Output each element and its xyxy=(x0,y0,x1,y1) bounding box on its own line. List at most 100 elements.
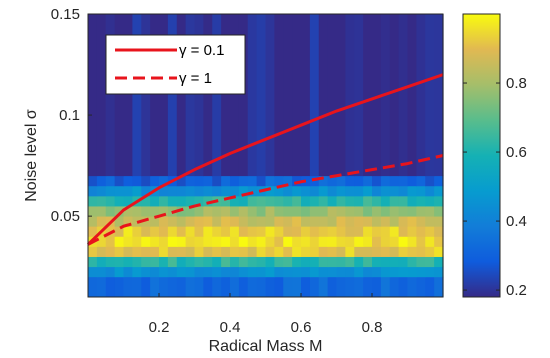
heatmap-cell xyxy=(425,246,435,257)
heatmap-cell xyxy=(327,266,338,278)
heatmap-cell xyxy=(309,216,320,227)
heatmap-cell xyxy=(123,206,133,217)
heatmap-cell xyxy=(238,226,249,237)
heatmap-cell xyxy=(407,185,417,197)
heatmap-cell xyxy=(345,246,355,257)
heatmap-cell xyxy=(141,236,151,247)
heatmap-cell xyxy=(301,206,311,217)
heatmap-cell xyxy=(389,266,400,278)
legend-entry-gamma-0-1: γ = 0.1 xyxy=(179,42,224,59)
colorbar-tick-label: 0.4 xyxy=(506,213,527,230)
heatmap-cell xyxy=(247,175,258,187)
legend: γ = 0.1 γ = 1 xyxy=(105,34,246,95)
heatmap-cell xyxy=(434,185,444,197)
heatmap-cell xyxy=(203,14,213,177)
heatmap-cell xyxy=(380,236,391,247)
heatmap-cell xyxy=(114,195,125,207)
heatmap-cell xyxy=(380,206,391,217)
heatmap-cell xyxy=(336,246,346,257)
heatmap-cell xyxy=(105,266,116,278)
heatmap-cell xyxy=(96,206,107,217)
heatmap-cell xyxy=(150,175,160,187)
heatmap-cell xyxy=(336,266,346,278)
heatmap-cell xyxy=(265,266,275,278)
heatmap-cell xyxy=(96,236,107,247)
heatmap-cell xyxy=(167,246,178,257)
heatmap-cell xyxy=(407,256,417,268)
heatmap-cell xyxy=(221,226,231,237)
heatmap-cell xyxy=(123,236,133,247)
heatmap-cell xyxy=(150,206,160,217)
heatmap-cell xyxy=(212,276,222,298)
heatmap-cell xyxy=(185,276,196,298)
heatmap-cell xyxy=(265,175,275,187)
heatmap-cell xyxy=(123,246,133,257)
heatmap-cell xyxy=(114,14,125,177)
heatmap-cell xyxy=(221,266,231,278)
heatmap-cell xyxy=(194,206,204,217)
heatmap-cell xyxy=(292,236,302,247)
heatmap-cell xyxy=(167,256,178,268)
heatmap-cell xyxy=(159,195,169,207)
heatmap-cell xyxy=(105,246,116,257)
heatmap-cell xyxy=(309,256,320,268)
heatmap-cell xyxy=(185,14,196,177)
heatmap-cell xyxy=(230,175,240,187)
heatmap-cell xyxy=(345,276,355,298)
heatmap-cell xyxy=(238,216,249,227)
heatmap-cell xyxy=(238,276,249,298)
heatmap-cell xyxy=(256,246,267,257)
heatmap-cell xyxy=(167,195,178,207)
heatmap-cell xyxy=(327,206,338,217)
heatmap-cell xyxy=(203,185,213,197)
heatmap-cell xyxy=(185,195,196,207)
heatmap-cell xyxy=(141,256,151,268)
heatmap-cell xyxy=(230,246,240,257)
heatmap-cell xyxy=(434,266,444,278)
heatmap-cell xyxy=(389,236,400,247)
heatmap-cell xyxy=(185,216,196,227)
heatmap-cell xyxy=(345,236,355,247)
heatmap-cell xyxy=(265,236,275,247)
heatmap-cell xyxy=(292,195,302,207)
heatmap-cell xyxy=(96,185,107,197)
heatmap-cell xyxy=(238,185,249,197)
heatmap-cell xyxy=(309,246,320,257)
heatmap-cell xyxy=(159,175,169,187)
heatmap-cell xyxy=(309,266,320,278)
heatmap-cell xyxy=(167,276,178,298)
heatmap-cell xyxy=(336,185,346,197)
heatmap-cell xyxy=(416,236,426,247)
heatmap-cell xyxy=(274,276,284,298)
heatmap-cell xyxy=(327,236,338,247)
heatmap-cell xyxy=(238,175,249,187)
heatmap-cell xyxy=(416,206,426,217)
colorbar-tick-label: 0.6 xyxy=(506,144,527,161)
heatmap-cell xyxy=(354,216,364,227)
heatmap-cell xyxy=(88,246,98,257)
heatmap-cell xyxy=(176,246,187,257)
colorbar xyxy=(462,13,501,298)
heatmap-cell xyxy=(434,175,444,187)
heatmap-cell xyxy=(301,256,311,268)
heatmap-cell xyxy=(363,216,373,227)
heatmap-cell xyxy=(141,226,151,237)
heatmap-cell xyxy=(416,216,426,227)
heatmap-cell xyxy=(159,276,169,298)
heatmap-cell xyxy=(194,14,204,177)
heatmap-cell xyxy=(265,216,275,227)
heatmap-cell xyxy=(265,246,275,257)
heatmap-cell xyxy=(132,236,142,247)
heatmap-cell xyxy=(194,256,204,268)
heatmap-cell xyxy=(96,14,107,177)
heatmap-cell xyxy=(283,246,293,257)
heatmap-cell xyxy=(380,195,391,207)
heatmap-cell xyxy=(141,14,151,177)
series-line-0 xyxy=(86,73,444,246)
heatmap-cell xyxy=(274,175,284,187)
heatmap-cell xyxy=(372,175,382,187)
heatmap-cell xyxy=(185,185,196,197)
heatmap-cell xyxy=(176,185,187,197)
heatmap-cell xyxy=(292,246,302,257)
heatmap-cell xyxy=(203,236,213,247)
